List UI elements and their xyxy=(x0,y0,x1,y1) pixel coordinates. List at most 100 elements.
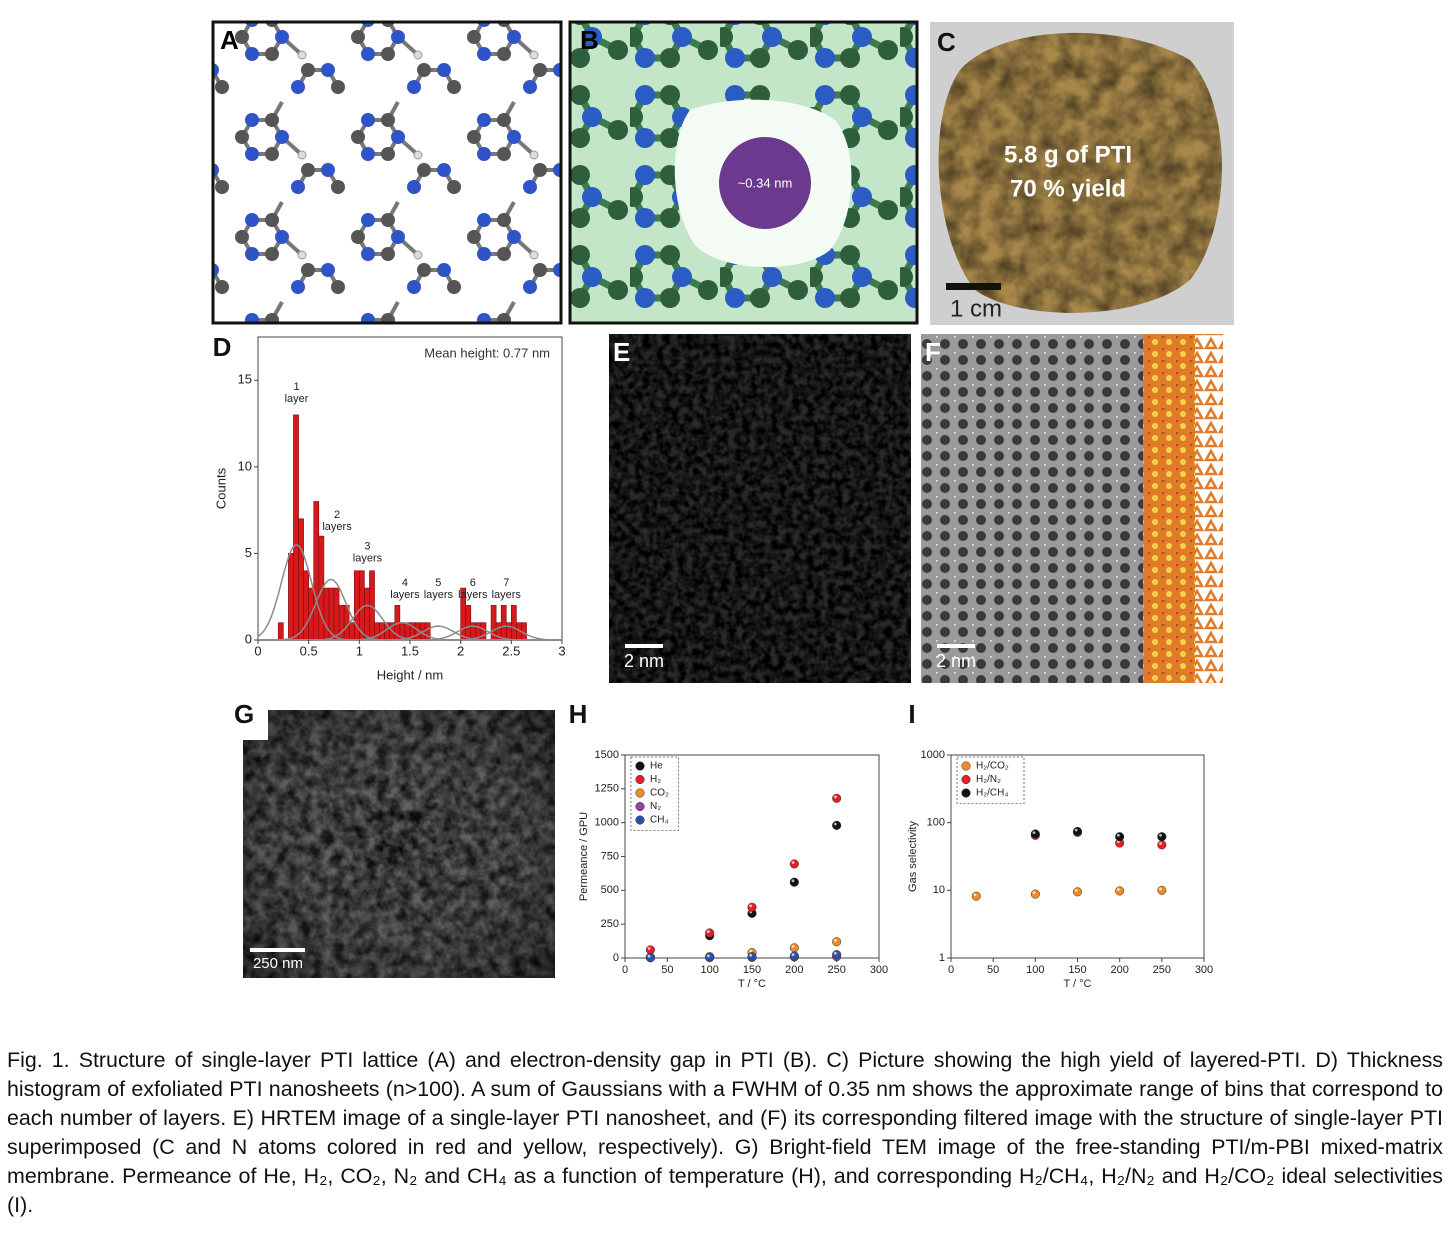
panel-label: G xyxy=(234,699,254,729)
point-highlight xyxy=(1116,833,1120,837)
data-point xyxy=(1072,826,1083,837)
layer-label: 6 xyxy=(470,577,476,589)
layer-label: layers xyxy=(424,589,454,601)
layer-label: layer xyxy=(285,393,309,405)
legend-label: CO₂ xyxy=(650,788,669,799)
scale-bar-label: 250 nm xyxy=(253,955,303,972)
x-tick-label: 150 xyxy=(1068,964,1086,976)
data-point xyxy=(1157,840,1167,850)
point-highlight xyxy=(833,795,837,799)
point-highlight xyxy=(1074,889,1078,892)
x-tick-label: 0 xyxy=(948,964,954,976)
y-tick-label: 1000 xyxy=(595,817,619,829)
bar xyxy=(313,501,320,641)
point-highlight xyxy=(833,951,837,955)
data-point xyxy=(1115,832,1125,842)
point-highlight xyxy=(706,954,710,958)
x-axis-label: Height / nm xyxy=(377,667,443,682)
panel-frame xyxy=(568,20,919,325)
photo-text: 70 % yield xyxy=(1010,175,1126,202)
data-point xyxy=(747,902,757,912)
legend-marker xyxy=(961,774,971,785)
y-tick-label: 10 xyxy=(238,458,252,473)
layer-label: 2 xyxy=(334,509,340,521)
x-tick-label: 100 xyxy=(1026,964,1044,976)
y-tick-label: 1 xyxy=(939,952,945,964)
x-tick-label: 3 xyxy=(558,643,565,658)
y-axis-label: Gas selectivity xyxy=(907,821,919,892)
data-point xyxy=(1157,885,1167,895)
figure-caption: Fig. 1. Structure of single-layer PTI la… xyxy=(7,1048,1443,1217)
x-tick-label: 1 xyxy=(356,643,363,658)
panel-label: B xyxy=(580,25,599,55)
structure-model xyxy=(1195,334,1223,683)
x-tick-label: 100 xyxy=(700,964,718,976)
x-tick-label: 300 xyxy=(870,964,888,976)
scale-bar-label: 2 nm xyxy=(624,651,664,671)
legend-marker xyxy=(635,801,645,812)
bar xyxy=(333,587,340,641)
x-axis-label: T / °C xyxy=(738,978,766,990)
bar xyxy=(293,414,299,641)
x-tick-label: 150 xyxy=(743,964,761,976)
scale-bar xyxy=(946,283,1001,290)
point-highlight xyxy=(833,938,837,942)
scale-bar-label: 1 cm xyxy=(950,295,1002,322)
y-tick-label: 0 xyxy=(245,631,252,646)
point-highlight xyxy=(647,947,651,950)
point-highlight xyxy=(749,953,753,957)
data-point xyxy=(1030,889,1040,899)
point-highlight xyxy=(833,822,837,826)
point-highlight xyxy=(973,893,977,897)
scale-bar-label: 2 nm xyxy=(936,651,976,671)
layer-label: layers xyxy=(322,521,352,533)
point-highlight xyxy=(1032,891,1036,895)
label-backdrop xyxy=(228,698,268,740)
bar xyxy=(298,518,304,641)
legend-label: H₂/N₂ xyxy=(976,774,1001,785)
bar xyxy=(511,605,517,641)
legend-label: H₂/CH₄ xyxy=(976,788,1008,799)
y-tick-label: 10 xyxy=(933,884,945,896)
y-axis-label: Counts xyxy=(213,467,228,509)
hrtem-image xyxy=(609,334,911,683)
layer-label: 4 xyxy=(402,577,408,589)
data-point xyxy=(832,793,842,803)
data-point xyxy=(789,943,799,953)
panel-label: A xyxy=(220,25,239,55)
x-tick-label: 0.5 xyxy=(300,643,318,658)
data-point xyxy=(789,859,799,869)
data-point xyxy=(1115,886,1125,896)
y-tick-label: 0 xyxy=(613,952,619,964)
legend-label: N₂ xyxy=(650,801,661,812)
y-tick-label: 1250 xyxy=(595,783,619,795)
x-tick-label: 300 xyxy=(1195,964,1213,976)
y-tick-label: 5 xyxy=(245,545,252,560)
y-tick-label: 15 xyxy=(238,372,252,387)
bar xyxy=(277,622,284,641)
x-tick-label: 0 xyxy=(254,643,261,658)
y-tick-label: 500 xyxy=(601,884,619,896)
y-tick-label: 750 xyxy=(601,850,619,862)
legend-label: He xyxy=(650,761,663,772)
bar xyxy=(303,570,309,641)
y-axis-label: Permeance / GPU xyxy=(578,812,590,901)
panel-label: H xyxy=(569,699,588,729)
data-point xyxy=(1072,887,1083,897)
panel-label: F xyxy=(925,337,941,367)
x-tick-label: 2.5 xyxy=(502,643,520,658)
figure: A ~0.34 nm B 5.8 g of PTI 70 % yield 1 c… xyxy=(211,20,1234,990)
annotation: Mean height: 0.77 nm xyxy=(424,345,550,360)
point-highlight xyxy=(791,861,795,864)
x-tick-label: 50 xyxy=(987,964,999,976)
y-tick-label: 1500 xyxy=(595,749,619,761)
data-point xyxy=(971,891,981,901)
layer-label: 1 xyxy=(293,381,299,393)
x-tick-label: 1.5 xyxy=(401,643,419,658)
photo-text: 5.8 g of PTI xyxy=(1004,141,1132,168)
panel-label: E xyxy=(613,337,630,367)
legend-marker xyxy=(635,774,645,785)
layer-label: 7 xyxy=(503,577,509,589)
point-highlight xyxy=(706,930,710,933)
